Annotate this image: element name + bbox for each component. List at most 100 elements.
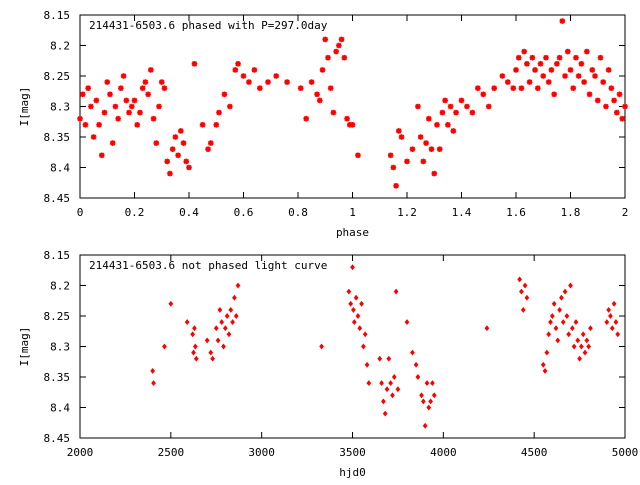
x-tick-label: 1.6: [506, 206, 526, 219]
data-point: [128, 103, 135, 110]
data-point: [240, 73, 247, 79]
data-point: [168, 300, 174, 307]
data-point: [584, 337, 590, 344]
data-point: [464, 103, 470, 110]
x-tick-label: 2000: [67, 446, 94, 459]
data-point: [153, 140, 160, 146]
data-point: [190, 331, 195, 338]
data-point: [362, 331, 368, 338]
data-point: [93, 97, 100, 104]
data-point: [555, 337, 561, 344]
y-tick-label: 8.2: [50, 280, 70, 293]
data-point: [235, 282, 241, 289]
data-point: [390, 164, 397, 171]
data-point: [428, 398, 433, 405]
data-point: [79, 91, 86, 98]
data-point: [575, 73, 582, 79]
chart-title: 214431-6503.6 phased with P=297.0day: [89, 19, 328, 32]
chart-title: 214431-6503.6 not phased light curve: [89, 259, 327, 272]
data-point: [445, 122, 451, 128]
data-point: [545, 79, 552, 85]
data-series: [77, 18, 628, 189]
data-point: [348, 300, 354, 307]
data-point: [228, 306, 234, 313]
data-point: [557, 306, 562, 313]
data-point: [584, 48, 590, 55]
data-point: [532, 67, 538, 73]
chart-panel-1: 8.15 8.2 8.25 8.3 8.35 8.4 8.45 0 0.2 0.4 0.6 0.8 1 1…: [18, 9, 628, 239]
data-point: [355, 313, 361, 319]
data-point: [384, 386, 390, 393]
data-point: [594, 97, 601, 104]
data-point: [208, 349, 214, 356]
x-tick-label: 1.4: [452, 206, 472, 219]
data-point: [344, 115, 350, 122]
data-point: [336, 42, 342, 49]
data-point: [172, 134, 179, 140]
data-point: [205, 146, 211, 152]
data-point: [588, 325, 593, 332]
data-point: [520, 306, 526, 313]
data-point: [426, 115, 432, 122]
data-point: [577, 355, 582, 362]
data-point: [217, 306, 223, 313]
data-point: [139, 85, 146, 91]
data-point: [556, 54, 563, 61]
data-point: [346, 288, 352, 295]
data-point: [184, 319, 190, 326]
data-point: [404, 319, 410, 326]
data-point: [169, 146, 176, 152]
data-point: [164, 158, 170, 165]
data-point: [442, 97, 448, 104]
data-point: [582, 349, 588, 356]
data-point: [224, 313, 230, 319]
data-point: [586, 343, 592, 350]
data-point: [297, 85, 304, 91]
data-point: [458, 97, 465, 104]
data-point: [158, 79, 165, 85]
data-point: [562, 288, 568, 295]
data-point: [619, 115, 626, 122]
y-tick-label: 8.15: [44, 9, 71, 22]
data-point: [104, 79, 111, 85]
y-tick-label: 8.4: [50, 162, 70, 175]
y-tick-label: 8.15: [44, 249, 71, 262]
data-point: [510, 85, 517, 91]
data-point: [156, 103, 162, 110]
data-point: [382, 410, 388, 417]
data-point: [553, 325, 559, 332]
data-point: [388, 380, 394, 387]
data-point: [420, 398, 426, 405]
data-point: [395, 386, 401, 393]
data-point: [579, 343, 584, 350]
data-point: [327, 85, 334, 91]
x-tick-label: 1.8: [561, 206, 581, 219]
data-point: [434, 122, 440, 128]
data-point: [415, 374, 421, 380]
data-point: [319, 343, 324, 350]
data-point: [608, 85, 615, 91]
data-point: [386, 355, 392, 362]
data-point: [521, 48, 527, 55]
data-point: [221, 91, 228, 98]
data-point: [469, 109, 476, 116]
data-point: [82, 122, 89, 128]
data-point: [257, 85, 263, 91]
data-point: [419, 392, 424, 399]
data-point: [183, 158, 190, 165]
data-point: [611, 300, 617, 307]
data-point: [251, 67, 258, 73]
data-point: [178, 128, 184, 134]
data-point: [232, 294, 237, 301]
data-point: [349, 122, 356, 128]
data-point: [499, 73, 506, 79]
data-point: [314, 91, 320, 98]
y-tick-label: 8.45: [44, 432, 71, 445]
data-point: [213, 122, 220, 128]
data-point: [219, 319, 225, 326]
data-point: [573, 319, 579, 326]
data-point: [325, 54, 331, 61]
data-point: [592, 73, 598, 79]
